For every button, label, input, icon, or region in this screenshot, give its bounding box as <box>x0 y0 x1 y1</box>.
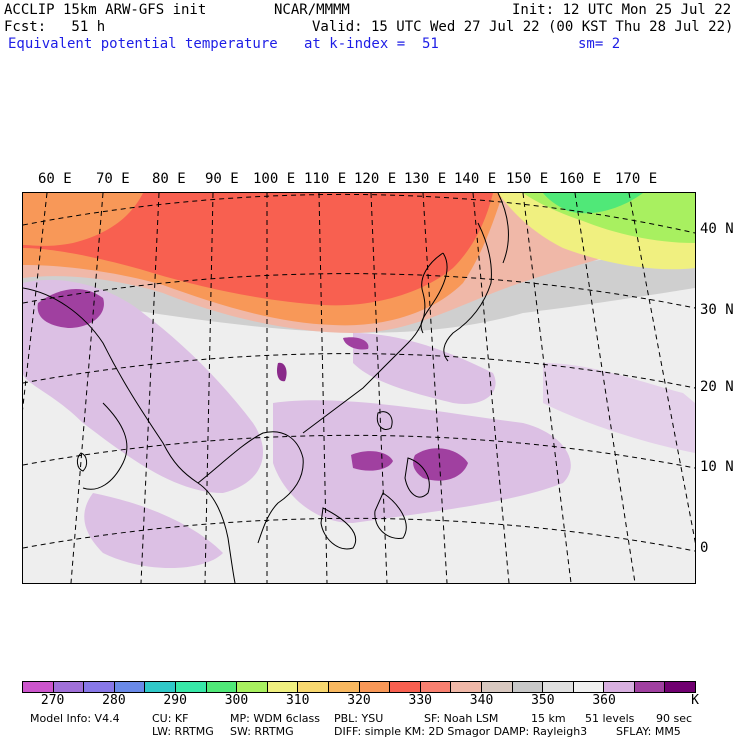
lon-label: 100 E <box>253 171 296 187</box>
colorbar-swatch <box>512 682 544 692</box>
colorbar-swatch <box>573 682 605 692</box>
colorbar-tick-label: 270 <box>40 693 65 708</box>
lat-label: 30 N <box>700 302 734 318</box>
lon-label: 160 E <box>559 171 602 187</box>
colorbar-tick-label: 300 <box>224 693 249 708</box>
microphysics-scheme: MP: WDM 6class <box>230 712 320 725</box>
lon-label: 80 E <box>152 171 186 187</box>
valid-time: Valid: 15 UTC Wed 27 Jul 22 (00 KST Thu … <box>312 19 734 35</box>
colorbar-swatch <box>665 682 696 692</box>
center-label: NCAR/MMMM <box>274 2 350 18</box>
colorbar-swatch <box>298 682 329 692</box>
colorbar-tick-label: 360 <box>592 693 616 708</box>
colorbar-swatch <box>543 682 574 692</box>
pbl-scheme: PBL: YSU <box>334 712 384 725</box>
colorbar-swatch <box>359 682 391 692</box>
lat-label: 0 <box>700 540 709 556</box>
colorbar-swatch <box>237 682 268 692</box>
map-panel <box>22 192 696 584</box>
surface-scheme: SF: Noah LSM <box>424 712 499 725</box>
colorbar-swatch <box>451 682 482 692</box>
colorbar-swatch <box>634 682 666 692</box>
lon-label: 140 E <box>454 171 497 187</box>
colorbar-swatch <box>328 682 360 692</box>
lon-label: 150 E <box>506 171 549 187</box>
model-title: ACCLIP 15km ARW-GFS init <box>4 2 207 18</box>
colorbar-swatch <box>84 682 115 692</box>
lat-label: 40 N <box>700 221 734 237</box>
surface-layer-scheme: SFLAY: MM5 <box>616 725 681 738</box>
timestep: 90 sec <box>656 712 693 725</box>
colorbar-tick-label: 310 <box>285 693 310 708</box>
lon-label: 130 E <box>404 171 447 187</box>
colorbar-swatch <box>481 682 513 692</box>
map-graphic <box>23 193 695 583</box>
colorbar-swatch <box>267 682 299 692</box>
lon-label: 60 E <box>38 171 72 187</box>
lat-label: 10 N <box>700 459 734 475</box>
colorbar-tick-label: 320 <box>347 693 371 708</box>
init-time: Init: 12 UTC Mon 25 Jul 22 <box>512 2 732 18</box>
colorbar-swatch <box>390 682 421 692</box>
colorbar-tick-label: 350 <box>531 693 555 708</box>
colorbar-swatch <box>420 682 452 692</box>
longwave-scheme: LW: RRTMG <box>152 725 214 738</box>
cumulus-scheme: CU: KF <box>152 712 189 725</box>
colorbar-swatch <box>604 682 635 692</box>
lon-label: 90 E <box>205 171 239 187</box>
smoothing-label: sm= 2 <box>578 36 621 52</box>
lon-label: 170 E <box>615 171 658 187</box>
forecast-hour: Fcst: 51 h <box>4 19 106 35</box>
lon-label: 70 E <box>96 171 130 187</box>
lat-label: 20 N <box>700 379 734 395</box>
vertical-levels: 51 levels <box>585 712 635 725</box>
colorbar-tick-label: K <box>691 693 699 708</box>
colorbar-tick-label: 280 <box>102 693 126 708</box>
diffusion-scheme: DIFF: simple KM: 2D Smagor DAMP: Rayleig… <box>334 725 588 738</box>
resolution: 15 km <box>531 712 566 725</box>
model-info: Model Info: V4.4 <box>30 712 120 725</box>
coastlines <box>23 193 509 583</box>
graticule <box>23 193 695 583</box>
colorbar-swatch <box>175 682 207 692</box>
colorbar-swatch <box>206 682 238 692</box>
field-name: Equivalent potential temperature <box>8 36 278 52</box>
colorbar-swatch <box>23 682 54 692</box>
colorbar-swatch <box>53 682 85 692</box>
colorbar-tick-label: 340 <box>469 693 494 708</box>
lon-label: 120 E <box>354 171 397 187</box>
colorbar-swatch <box>114 682 146 692</box>
colorbar <box>22 681 696 693</box>
lon-label: 110 E <box>304 171 347 187</box>
colorbar-swatch <box>145 682 176 692</box>
colorbar-tick-label: 290 <box>163 693 187 708</box>
colorbar-tick-label: 330 <box>408 693 433 708</box>
shortwave-scheme: SW: RRTMG <box>230 725 294 738</box>
level-index: at k-index = 51 <box>304 36 439 52</box>
